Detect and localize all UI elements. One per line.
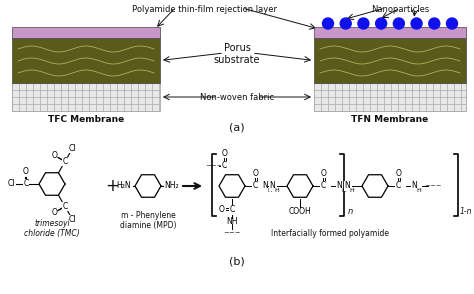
Bar	[314, 38, 466, 83]
Text: H: H	[268, 188, 273, 193]
Text: N: N	[411, 181, 417, 191]
Text: Porus: Porus	[224, 43, 250, 53]
Text: C: C	[395, 181, 401, 191]
Text: O: O	[23, 168, 29, 176]
Text: TFC Membrane: TFC Membrane	[48, 115, 124, 124]
Text: Non-woven fabric: Non-woven fabric	[200, 93, 274, 103]
Text: substrate: substrate	[214, 55, 260, 65]
Circle shape	[429, 18, 440, 29]
Text: ~~~: ~~~	[424, 183, 442, 189]
Text: (a): (a)	[229, 122, 245, 132]
Text: O: O	[321, 170, 327, 178]
Text: O: O	[222, 150, 228, 158]
Circle shape	[358, 18, 369, 29]
Text: O: O	[396, 170, 402, 178]
Text: 1-n: 1-n	[460, 208, 473, 216]
Text: N: N	[344, 181, 350, 191]
Text: COOH: COOH	[289, 208, 311, 216]
Text: H: H	[350, 188, 355, 193]
Circle shape	[322, 18, 334, 29]
Circle shape	[340, 18, 351, 29]
Text: n: n	[348, 208, 353, 216]
Text: ~~~: ~~~	[205, 163, 223, 169]
Text: m - Phenylene
diamine (MPD): m - Phenylene diamine (MPD)	[120, 211, 176, 230]
Circle shape	[393, 18, 404, 29]
Circle shape	[411, 18, 422, 29]
Text: C: C	[221, 161, 227, 171]
Text: N: N	[269, 181, 275, 191]
Text: C: C	[63, 202, 68, 211]
Bar	[314, 27, 466, 38]
Text: N: N	[262, 181, 268, 191]
Text: O: O	[52, 208, 57, 217]
Text: Interfacially formed polyamide: Interfacially formed polyamide	[271, 229, 389, 238]
Text: ~~~: ~~~	[223, 230, 241, 236]
Text: Polyamide thin-film rejection layer: Polyamide thin-film rejection layer	[133, 5, 277, 14]
Bar	[12, 83, 160, 111]
Text: TFN Membrane: TFN Membrane	[351, 115, 428, 124]
Circle shape	[375, 18, 387, 29]
Text: Cl: Cl	[7, 180, 15, 188]
Text: C: C	[23, 180, 28, 188]
Text: Nanoparticles: Nanoparticles	[371, 5, 429, 14]
Text: NH₂: NH₂	[164, 181, 179, 191]
Text: (b): (b)	[229, 256, 245, 266]
Text: C: C	[320, 181, 326, 191]
Text: O: O	[219, 205, 225, 213]
Text: C: C	[252, 181, 258, 191]
Bar	[314, 83, 466, 111]
Text: trimesoyl
chloride (TMC): trimesoyl chloride (TMC)	[24, 219, 80, 238]
Text: O: O	[253, 170, 259, 178]
Text: O: O	[52, 151, 57, 160]
Text: Cl: Cl	[69, 215, 76, 224]
Text: C: C	[63, 157, 68, 166]
Text: N: N	[336, 181, 342, 191]
Text: Cl: Cl	[69, 144, 76, 153]
Text: C: C	[229, 206, 235, 215]
Text: H: H	[342, 188, 346, 193]
Text: H: H	[274, 188, 279, 193]
Circle shape	[447, 18, 457, 29]
Text: NH: NH	[226, 216, 238, 225]
Bar	[12, 38, 160, 83]
Text: +: +	[105, 177, 119, 195]
Text: H₂N: H₂N	[117, 181, 131, 191]
Text: H: H	[417, 188, 421, 193]
Bar	[12, 27, 160, 38]
